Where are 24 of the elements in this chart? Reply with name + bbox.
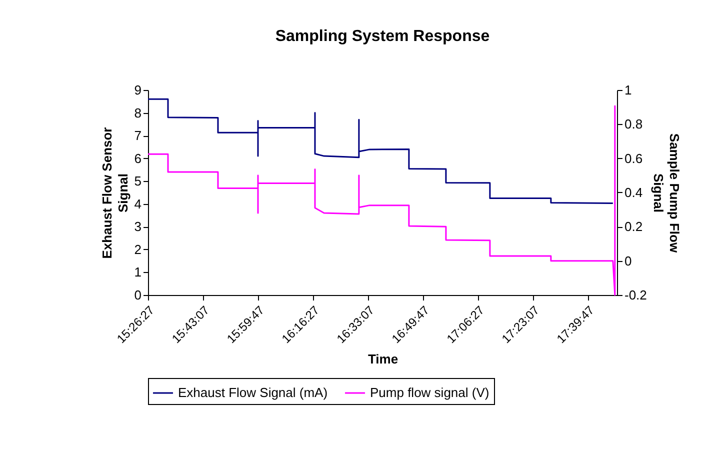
y-tick-label: 4	[134, 196, 142, 212]
y-tick-label: 1	[134, 264, 142, 280]
y2-tick-label: 0	[624, 253, 632, 268]
y-tick-label: 6	[134, 150, 142, 166]
y2-tick-label: 0.4	[624, 185, 643, 200]
y-tick-label: 0	[134, 288, 142, 302]
line-series	[147, 98, 614, 204]
y-tick-label: 8	[134, 105, 142, 120]
legend-label: Exhaust Flow Signal (mA)	[178, 385, 328, 400]
x-axis-title: Time	[368, 351, 398, 366]
y-tick-label: 9	[134, 82, 142, 98]
y-tick-label: 3	[134, 219, 142, 234]
y-axis-title: Exhaust Flow Sensor Signal	[99, 127, 130, 259]
y2-tick-label: 1	[624, 82, 632, 98]
y-tick-label: 7	[134, 128, 142, 144]
y2-tick-label: -0.2	[624, 288, 647, 302]
y2-tick-label: 0.8	[624, 116, 643, 132]
y2-axis-title: Sample Pump Flow Signal	[650, 133, 682, 254]
legend-label: Pump flow signal (V)	[370, 385, 490, 400]
y-tick-label: 5	[134, 174, 142, 189]
y2-tick-label: 0.2	[624, 219, 643, 234]
y2-tick-label: 0.6	[624, 150, 643, 166]
chart-title: Sampling System Response	[275, 28, 490, 45]
y-tick-label: 2	[134, 242, 142, 257]
